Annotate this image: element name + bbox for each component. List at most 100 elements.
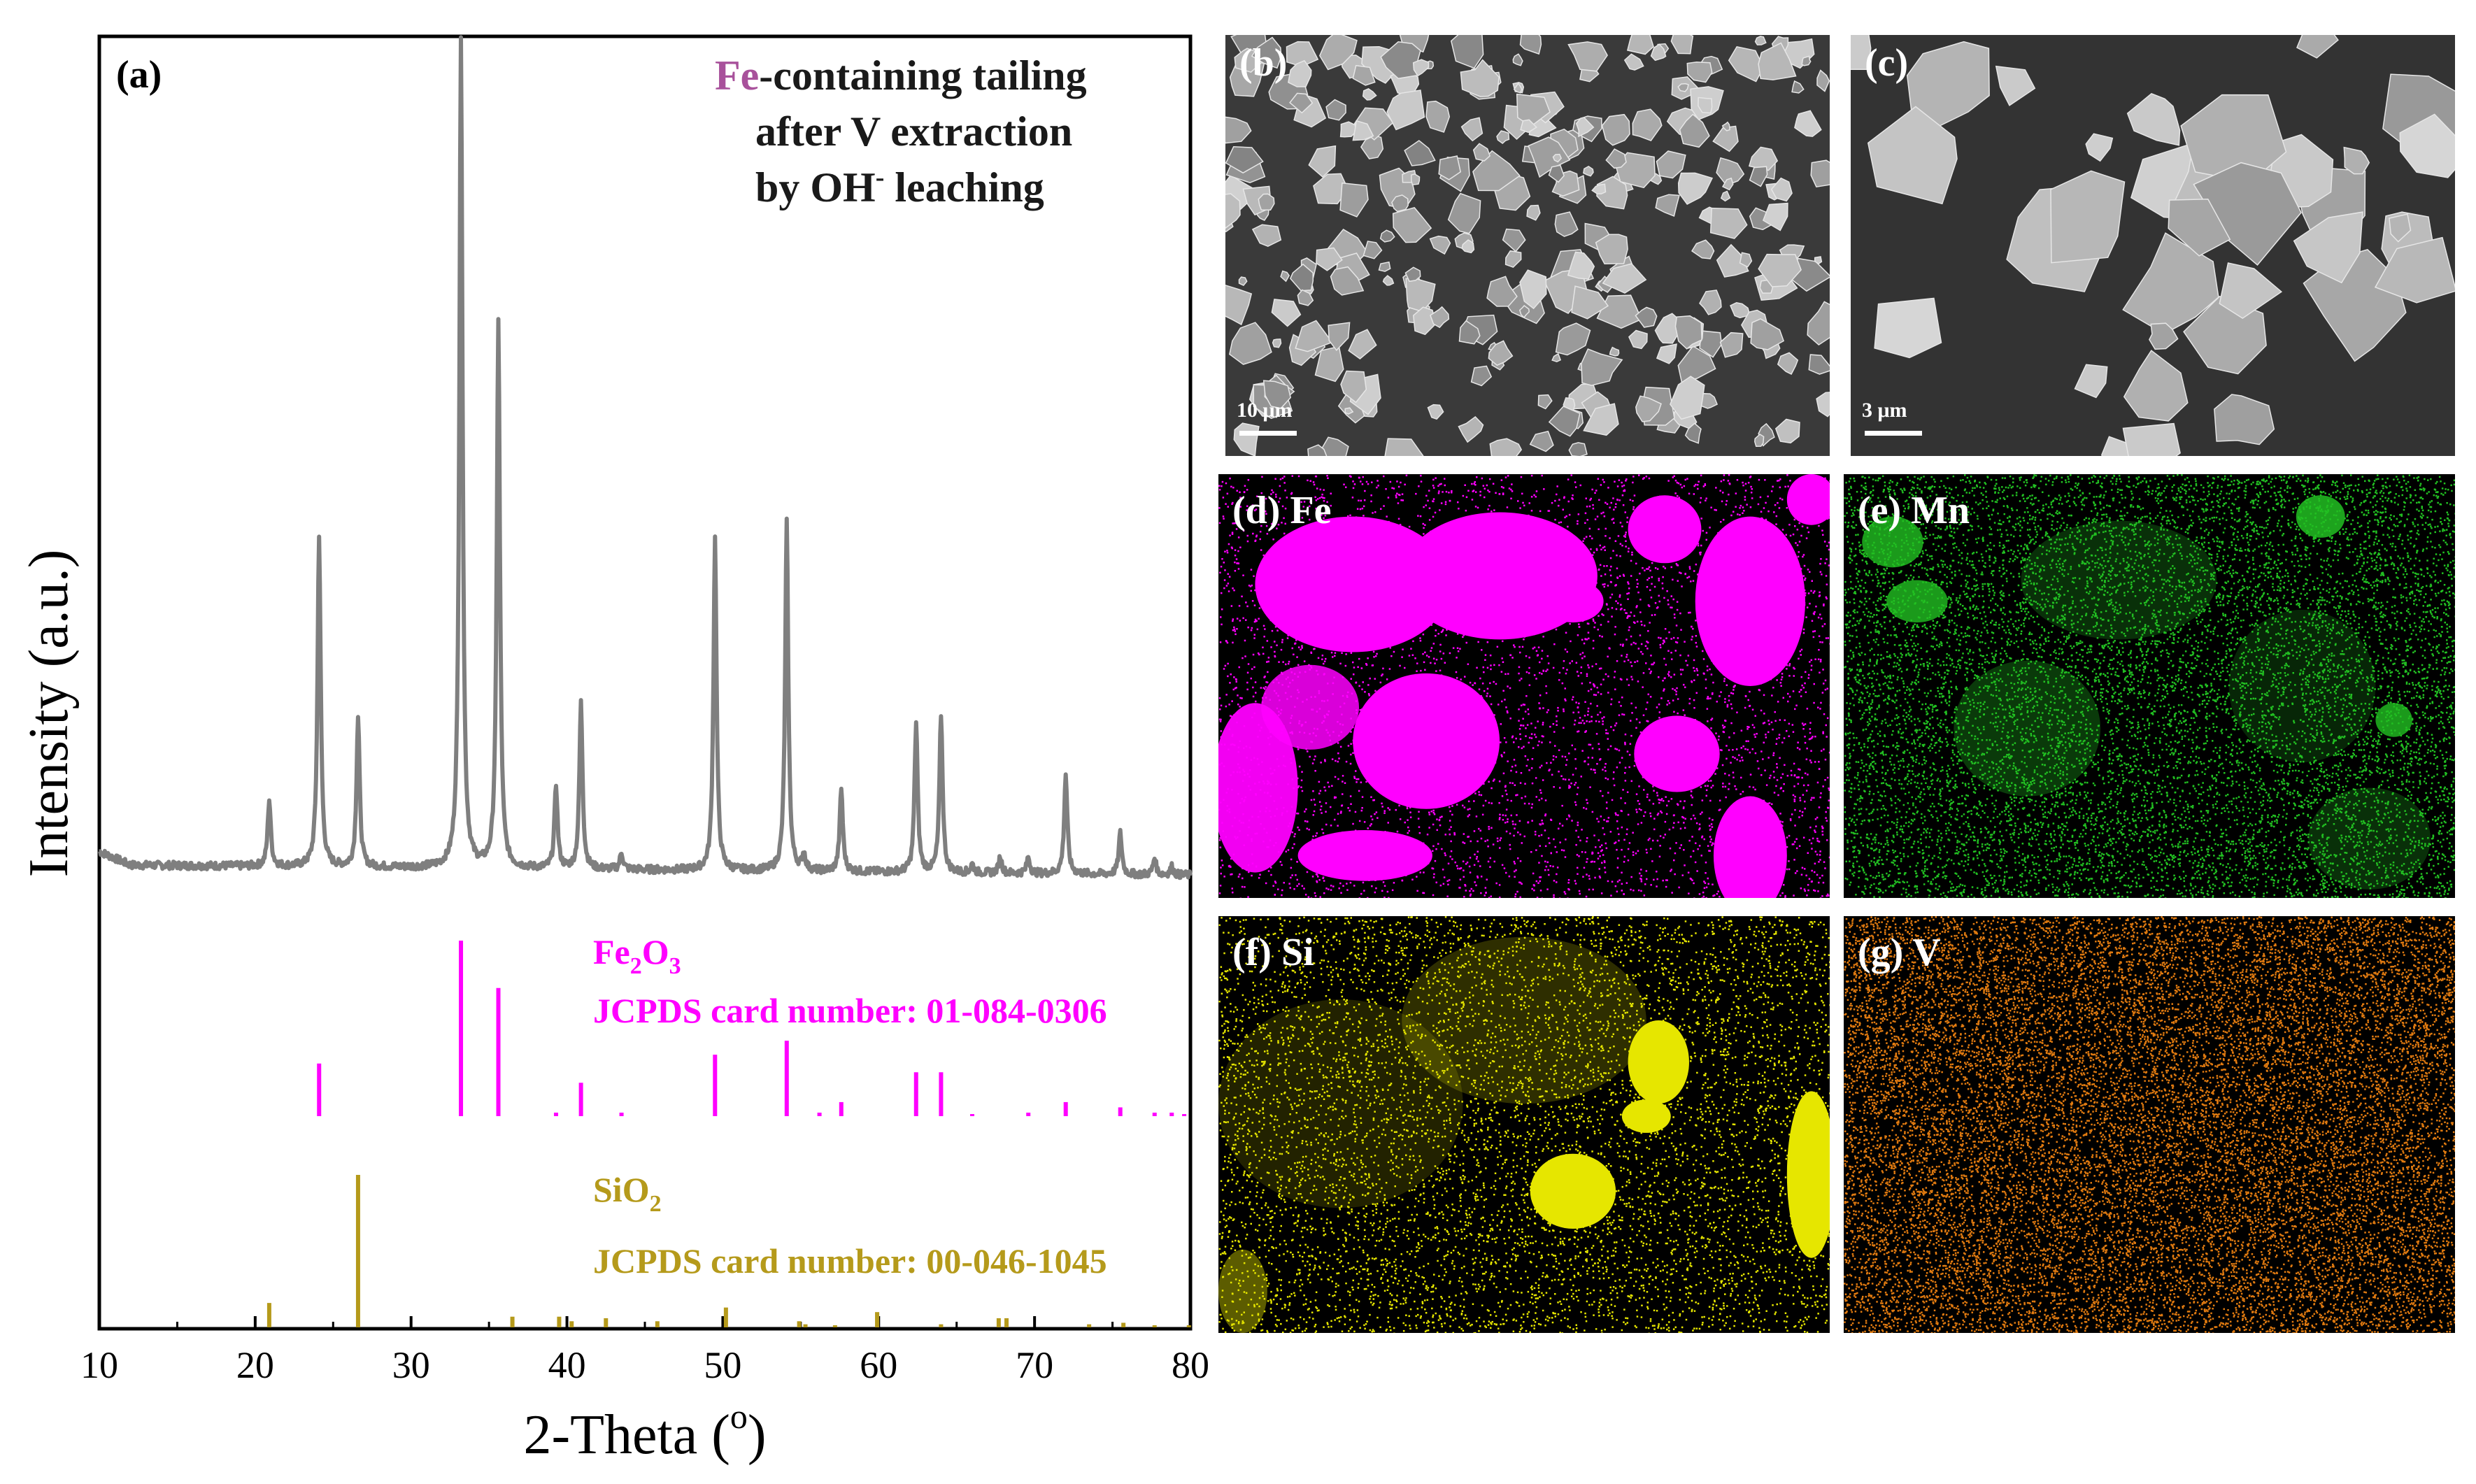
sem-particle [1496,130,1510,144]
sem-particle [1748,146,1779,171]
sem-particle [1447,192,1481,234]
sem-particle [1297,289,1314,306]
si-map-pixels [1218,916,1830,1333]
sem-particle [1352,64,1376,86]
eds-map-v: (g) V [1844,916,2455,1333]
fe2o3-card-number: JCPDS card number: 01-084-0306 [593,991,1107,1030]
sem-particle [1362,241,1383,259]
sem-particle [1362,88,1377,101]
panel-g-label: (g) V [1858,930,1941,975]
sem-particle [1709,207,1748,239]
sem-particle [1295,320,1333,352]
sem-particle [1382,275,1395,286]
panel-e-label: (e) Mn [1858,488,1970,533]
sem-particle [1874,297,1942,359]
sem-particle [1754,36,1767,45]
panel-c-label: (c) [1865,41,1908,85]
sem-particle [1721,121,1730,131]
sem-particle [1340,370,1367,404]
sem-particle [1470,365,1493,387]
sem-particle [2193,162,2302,266]
sem-particle [1632,108,1663,142]
element-rich-region [1634,715,1720,792]
sem-particle [1450,35,1484,69]
sample-annotation-line3: by OH- leaching [755,163,1044,211]
sem-particle [1330,266,1365,296]
sem-particle [1307,444,1328,456]
element-rich-region [1218,1249,1267,1333]
panel-a-label: (a) [116,53,162,97]
scale-bar-b-text: 10 μm [1237,399,1293,422]
sem-particle [1258,193,1275,211]
element-rich-region [1218,703,1298,873]
sem-particle [1623,53,1644,71]
sem-particle [1609,346,1620,357]
sem-particle [1411,173,1421,186]
sio2-formula: SiO2 [593,1170,662,1217]
sem-particle [1486,276,1518,307]
sem-particle [1851,35,1872,71]
sem-particle [1791,80,1805,94]
scale-bar-b [1239,431,1297,436]
sem-particle [1353,107,1394,141]
eds-map-si: (f) Si [1218,916,1830,1333]
sem-particle [1551,352,1562,363]
sem-particle [1684,422,1702,444]
sem-particle [1513,82,1523,94]
x-tick-label: 40 [548,1344,586,1386]
sem-particle [2050,170,2126,264]
sem-particle [1519,35,1542,55]
sem-particle [1552,153,1563,163]
element-rich-region [2296,495,2345,538]
sem-particle [1225,285,1253,326]
sem-particle [1605,148,1627,169]
fe-highlight: Fe [715,52,759,99]
x-axis-label: 2-Theta (o) [523,1397,766,1466]
sem-b-particles [1225,35,1830,456]
sem-particle [1568,442,1588,456]
x-axis-label-main: 2-Theta ( [523,1404,730,1466]
sem-particle [1591,183,1607,195]
sem-particle [1379,229,1395,243]
element-signal-dots [1844,474,2455,898]
element-rich-region [1786,474,1830,525]
sem-particle [1537,394,1553,410]
panel-d-label: (d) Fe [1232,488,1332,533]
element-rich-region [1218,999,1463,1208]
sem-particle [1430,306,1450,329]
v-map-pixels [1844,916,2455,1333]
sem-particle [1427,404,1444,420]
sem-particle [1238,276,1248,287]
sem-particle [1656,343,1677,364]
sem-particle [1251,224,1282,248]
sem-particle [1583,166,1594,177]
element-rich-region [1255,516,1451,652]
fe2o3-reference-sticks [317,941,1187,1116]
sem-particle [1458,320,1481,345]
xrd-pattern-line [98,35,1193,880]
sem-particle [1404,266,1421,283]
sem-particle [2085,133,2114,162]
sem-particle [1425,100,1451,133]
sem-particle [2149,322,2179,350]
sem-particle [1399,35,1430,53]
sem-particle [1313,173,1349,205]
plot-frame [97,34,1193,1331]
sem-particle [1225,193,1241,229]
sem-particle [1328,322,1351,352]
sem-particle [1378,261,1391,272]
scale-bar-c [1865,431,1922,436]
x-tick-label: 80 [1172,1344,1209,1386]
sem-particle [1519,269,1547,310]
x-tick-label: 50 [704,1344,741,1386]
sem-particle [1730,302,1751,319]
sem-particle [1602,263,1647,294]
element-rich-region [1695,516,1806,686]
sem-particle [2389,213,2412,243]
element-rich-region [1261,664,1360,750]
sem-particle [1995,65,2036,106]
sem-particle [2123,350,2189,422]
sem-particle [1504,250,1522,268]
sem-particle [1699,290,1722,315]
sem-particle [1386,90,1425,131]
